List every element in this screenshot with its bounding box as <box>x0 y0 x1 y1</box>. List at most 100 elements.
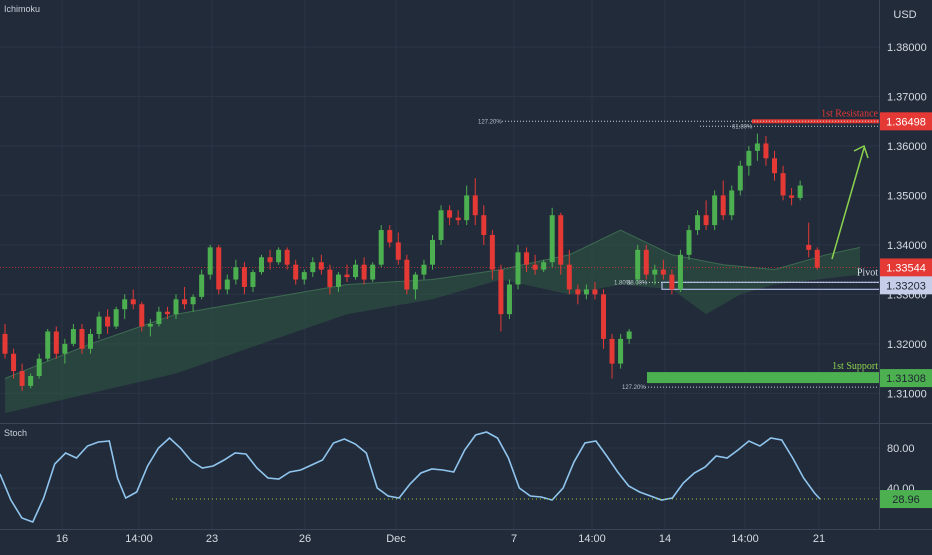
candle <box>498 264 504 332</box>
candle <box>147 319 153 337</box>
candle-body <box>814 249 820 268</box>
candle <box>566 249 572 295</box>
price-axis[interactable]: 1.380001.370001.360001.350001.340001.330… <box>887 42 927 495</box>
candle <box>28 373 34 389</box>
candle-body <box>720 195 726 216</box>
candle-body <box>250 272 256 287</box>
candle-body <box>412 274 418 290</box>
price-tick-label: 1.31000 <box>887 388 927 400</box>
candle-body <box>233 267 239 280</box>
candle <box>190 294 196 312</box>
price-tick-label: 1.38000 <box>887 42 927 54</box>
pivot-label: Pivot <box>857 267 878 278</box>
candle-body <box>353 264 359 278</box>
candle <box>489 230 495 280</box>
candle-body <box>199 274 205 297</box>
candle <box>267 249 273 270</box>
indicator-name[interactable]: Ichimoku <box>4 4 40 14</box>
time-tick-label: 21 <box>813 533 825 545</box>
candle <box>746 145 752 176</box>
candle-body <box>592 289 598 295</box>
candle-body <box>130 299 136 305</box>
candle-body <box>259 257 264 273</box>
candle <box>2 324 8 359</box>
candle-body <box>267 257 273 263</box>
currency-label: USD <box>893 9 916 21</box>
candle-body <box>173 299 179 315</box>
candle <box>276 247 282 265</box>
stoch-series <box>0 431 880 524</box>
support-price-tag-bg <box>880 369 932 388</box>
candle-body <box>361 264 367 280</box>
candle-body <box>746 150 752 166</box>
candle <box>626 329 632 344</box>
candle-body <box>139 304 145 327</box>
candle <box>370 262 376 282</box>
time-tick-label: 14:00 <box>578 533 606 545</box>
current-price-tag-text: 1.33544 <box>886 262 926 274</box>
candle <box>130 289 136 310</box>
candle <box>139 301 145 332</box>
support-price-tag: 1.31308 <box>880 369 932 388</box>
candle <box>378 225 384 268</box>
candle <box>660 259 666 280</box>
candle-body <box>182 299 188 305</box>
time-tick-label: 14 <box>659 533 671 545</box>
candle <box>712 190 718 231</box>
candle <box>447 205 453 226</box>
stoch-value-tag-text: 28.96 <box>892 494 920 506</box>
price-tick-label: 1.37000 <box>887 91 927 103</box>
candle-body <box>284 249 290 265</box>
candle <box>609 333 615 379</box>
candle <box>814 247 820 270</box>
candle-body <box>164 311 170 315</box>
candle-body <box>601 294 606 339</box>
candle <box>481 205 487 245</box>
resistance-label: 1st Resistance <box>821 108 878 119</box>
candle-body <box>404 259 410 290</box>
candle-body <box>549 215 555 263</box>
time-axis[interactable]: 16 14:00 23 26 Dec 7 14:00 14 14:00 21 <box>56 533 825 545</box>
candle <box>11 348 17 379</box>
candle-body <box>395 242 401 260</box>
current-price-tag: 1.33544 <box>880 258 932 277</box>
candle <box>643 244 649 280</box>
candle-body <box>575 289 581 295</box>
stoch-value-tag: 28.96 <box>880 490 932 509</box>
candle <box>780 165 786 201</box>
candle-body <box>156 311 162 325</box>
candle <box>156 306 162 327</box>
candle-body <box>669 274 675 290</box>
stoch-name[interactable]: Stoch <box>4 428 27 438</box>
candle-body <box>88 333 93 349</box>
candle-body <box>660 269 666 275</box>
candle <box>695 210 701 235</box>
candle <box>524 247 530 273</box>
candle-body <box>301 272 307 280</box>
candle <box>310 257 316 278</box>
candle <box>635 244 641 285</box>
candle-body <box>737 165 743 191</box>
candle-body <box>489 235 495 270</box>
candle <box>301 269 307 285</box>
candle <box>353 259 359 280</box>
candle <box>224 274 230 295</box>
candle-body <box>344 274 350 278</box>
candle-body <box>190 296 196 305</box>
candle <box>284 247 290 270</box>
candle-body <box>515 252 521 285</box>
stoch-grid <box>0 447 879 489</box>
candle-body <box>53 331 59 354</box>
candle <box>259 254 264 275</box>
stoch-tick-label: 80.00 <box>887 443 915 455</box>
candle-body <box>96 316 102 334</box>
candle-body <box>524 252 530 265</box>
candle <box>36 353 42 379</box>
candle-body <box>558 215 564 265</box>
candle-body <box>729 190 735 216</box>
candle <box>96 311 102 339</box>
time-tick-label: 26 <box>299 533 311 545</box>
candle-body <box>806 244 812 250</box>
candle <box>62 338 68 364</box>
